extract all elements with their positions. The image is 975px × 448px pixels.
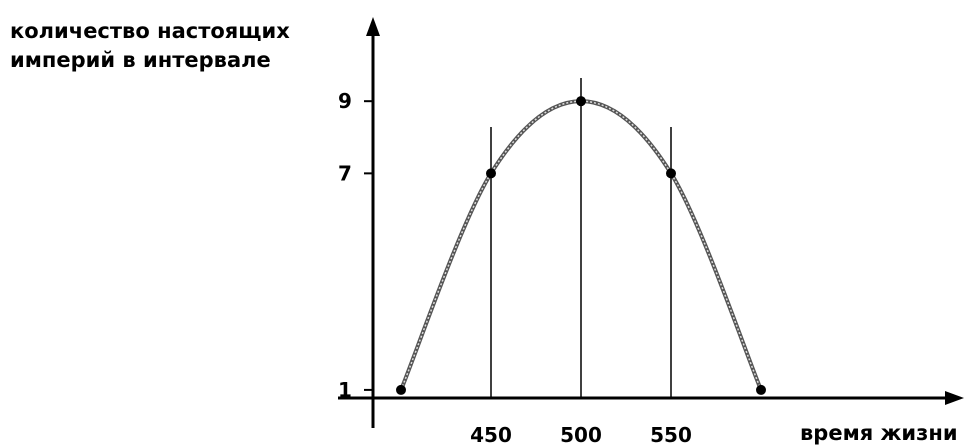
series-curve — [400, 100, 762, 391]
y-axis-arrow — [366, 17, 380, 36]
axes — [338, 17, 964, 428]
data-point — [486, 168, 496, 179]
data-point — [576, 96, 586, 107]
y-axis-title: количество настоящих империй в интервале — [10, 19, 290, 72]
data-point — [666, 168, 676, 179]
data-point — [396, 384, 406, 395]
x-tick-label: 550 — [650, 423, 692, 447]
x-ticks: 450 500 550 — [470, 423, 692, 447]
y-tick-label: 9 — [338, 89, 352, 113]
y-axis-label-line-2: империй в интервале — [10, 48, 271, 72]
y-tick-label: 1 — [338, 378, 352, 402]
x-axis-arrow — [945, 391, 964, 405]
y-tick-label: 7 — [338, 161, 352, 185]
x-axis-label: время жизни — [800, 421, 958, 445]
x-tick-label: 500 — [560, 423, 602, 447]
y-ticks: 1 7 9 — [338, 89, 373, 402]
vertical-markers — [490, 78, 672, 398]
series — [396, 96, 766, 395]
x-tick-label: 450 — [470, 423, 512, 447]
y-axis-label-line-1: количество настоящих — [10, 19, 290, 43]
data-point — [756, 384, 766, 395]
